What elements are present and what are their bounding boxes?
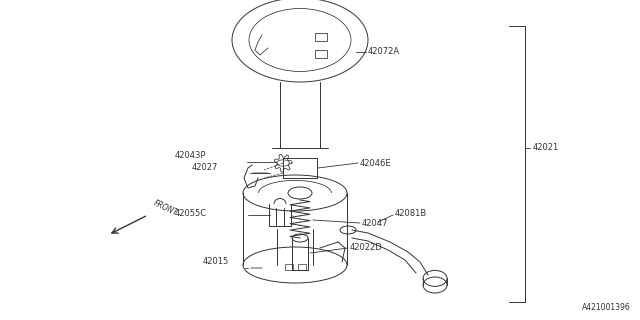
Text: FRONT: FRONT [152, 198, 179, 218]
Text: 42043P: 42043P [175, 150, 207, 159]
Text: 42015: 42015 [203, 258, 229, 267]
Text: 42027: 42027 [192, 164, 218, 172]
Text: 42072A: 42072A [368, 47, 400, 57]
Text: 42047: 42047 [362, 219, 388, 228]
Bar [315, 33, 327, 41]
Text: A421001396: A421001396 [582, 303, 630, 312]
Text: 42046E: 42046E [360, 158, 392, 167]
Text: 42021: 42021 [532, 143, 559, 153]
Text: 42055C: 42055C [175, 209, 207, 218]
Text: 42081B: 42081B [395, 209, 428, 218]
Bar [298, 264, 306, 270]
Bar [285, 264, 293, 270]
Text: 42022D: 42022D [350, 244, 383, 252]
Bar [315, 50, 327, 58]
